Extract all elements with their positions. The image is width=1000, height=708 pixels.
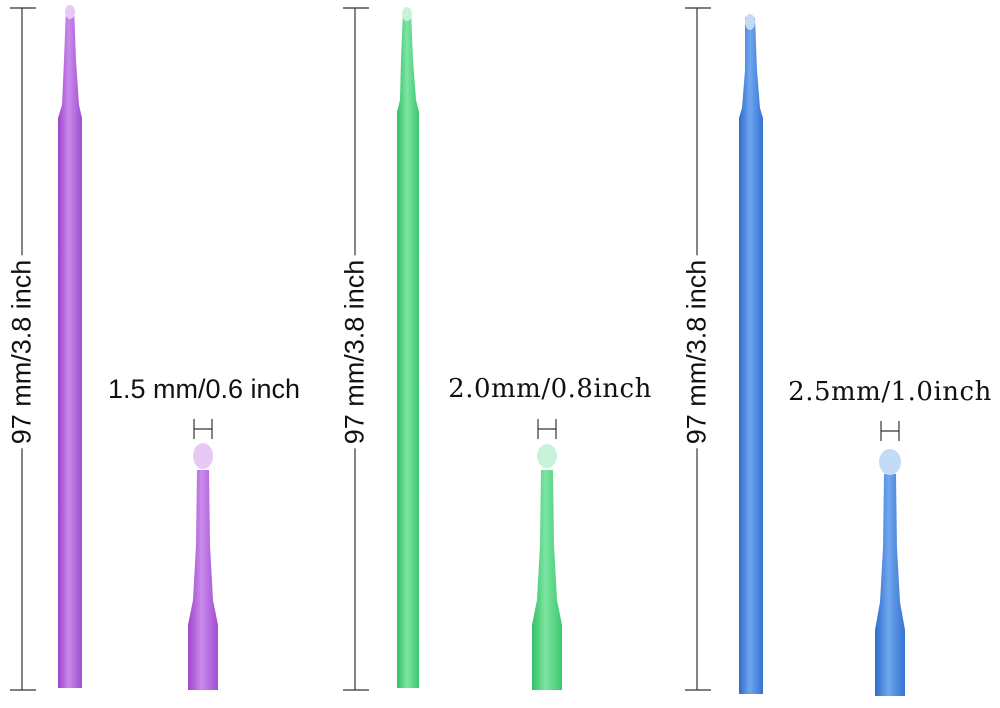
purple-applicator-group xyxy=(10,5,218,691)
purple-applicator-closeup xyxy=(188,443,218,690)
green-applicator-group xyxy=(343,7,562,691)
blue-tip-closeup xyxy=(879,449,901,475)
blue-applicator-group xyxy=(685,7,905,696)
purple-tip-long xyxy=(65,5,75,19)
green-tip-width-marker xyxy=(537,419,557,439)
green-tip-long xyxy=(402,7,412,21)
purple-tip-closeup xyxy=(193,443,213,469)
purple-tip-size-label: 1.5 mm/0.6 inch xyxy=(107,374,301,404)
green-length-label: 97 mm/3.8 inch xyxy=(340,255,370,449)
purple-applicator-long xyxy=(58,5,82,688)
blue-tip-width-marker xyxy=(880,421,900,441)
green-tip-size-label: 2.0mm/0.8inch xyxy=(448,374,652,404)
purple-length-label: 97 mm/3.8 inch xyxy=(7,255,37,449)
blue-length-label: 97 mm/3.8 inch xyxy=(682,255,712,449)
blue-applicator-long xyxy=(739,14,763,694)
blue-tip-long xyxy=(745,14,755,30)
green-applicator-closeup xyxy=(532,444,562,690)
purple-tip-width-marker xyxy=(193,419,213,439)
blue-applicator-closeup xyxy=(875,449,905,696)
green-applicator-long xyxy=(397,7,419,688)
blue-tip-size-label: 2.5mm/1.0inch xyxy=(788,377,992,407)
green-tip-closeup xyxy=(537,444,557,468)
